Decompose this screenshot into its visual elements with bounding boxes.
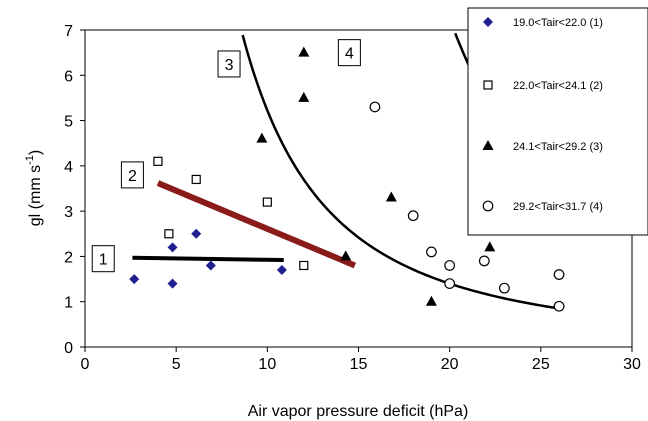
data-point-series-3: [298, 91, 310, 102]
y-tick-label: 3: [64, 204, 73, 221]
y-tick-label: 0: [64, 340, 73, 357]
data-point-series-4: [553, 300, 565, 312]
y-tick-label: 5: [64, 114, 73, 131]
x-tick-label: 0: [81, 356, 90, 373]
data-point-series-4: [553, 269, 565, 280]
data-point-series-2: [299, 260, 309, 271]
legend-entry-2: 22.0<Tair<24.1 (2): [513, 80, 603, 92]
x-tick-label: 5: [172, 356, 181, 373]
fit-curve-3: [241, 34, 560, 310]
curve-labels: 1 2 3 4: [91, 39, 361, 273]
y-tick-label: 4: [64, 159, 73, 176]
curve-label-text: 1: [99, 252, 108, 269]
fit-line-2: [156, 180, 357, 269]
fit-line-1: [132, 255, 284, 263]
data-point-series-3: [340, 250, 352, 261]
curve-label-text: 4: [345, 46, 354, 63]
legend-entry-3: 24.1<Tair<29.2 (3): [513, 141, 603, 153]
data-point-series-4: [426, 246, 437, 258]
legend-marker-3: [482, 140, 494, 150]
curve-label-text: 3: [225, 57, 234, 74]
y-axis-title-exponent: -1: [24, 155, 36, 165]
data-point-series-1: [276, 265, 287, 276]
legend: 19.0<Tair<22.0 (1) 22.0<Tair<24.1 (2) 24.1…: [467, 7, 648, 236]
data-point-series-4: [444, 278, 456, 290]
x-tick-label: 15: [350, 356, 368, 373]
legend-box: [467, 7, 648, 236]
curve-label-text: 2: [128, 168, 137, 185]
x-tick-label: 20: [441, 356, 459, 373]
data-point-series-4: [369, 101, 381, 113]
curve-label-box: [91, 245, 115, 273]
legend-entry-4: 29.2<Tair<31.7 (4): [513, 201, 603, 213]
data-point-series-3: [385, 191, 397, 202]
y-tick-label: 2: [64, 249, 73, 266]
data-point-series-4: [498, 282, 510, 294]
x-tick-label: 25: [532, 356, 550, 373]
y-tick-label: 1: [64, 295, 73, 312]
data-point-series-1: [205, 260, 216, 271]
data-point-series-2: [153, 156, 163, 166]
data-point-series-4: [407, 210, 419, 222]
data-points: [129, 46, 565, 312]
data-point-series-1: [167, 242, 178, 253]
x-axis-title: Air vapor pressure deficit (hPa): [248, 403, 469, 420]
data-point-series-3: [484, 241, 496, 252]
data-point-series-1: [167, 278, 178, 289]
x-tick-label: 10: [258, 356, 276, 373]
legend-marker-1: [483, 17, 493, 27]
data-point-series-3: [425, 295, 437, 306]
curve-label-box: [337, 39, 361, 67]
data-point-series-2: [164, 229, 174, 239]
data-point-series-2: [262, 197, 272, 207]
data-point-series-4: [478, 255, 490, 267]
y-tick-label: 7: [64, 23, 73, 40]
curve-label-box: [217, 50, 241, 78]
curve-label-box: [120, 161, 144, 189]
data-point-series-2: [191, 174, 201, 185]
data-point-series-1: [191, 228, 202, 239]
legend-entry-1: 19.0<Tair<22.0 (1): [513, 17, 603, 29]
x-tick-label: 30: [623, 356, 641, 373]
y-axis-title-close: ): [27, 150, 44, 155]
data-point-series-1: [129, 274, 140, 285]
data-point-series-3: [298, 46, 310, 57]
data-point-series-3: [256, 132, 268, 143]
legend-marker-4: [482, 200, 494, 212]
y-tick-label: 6: [64, 68, 73, 85]
axis-ticks: 0 5 10 15 20 25 30 0 1 2 3 4 5 6 7: [64, 23, 641, 373]
data-point-series-4: [444, 260, 456, 271]
y-axis-title-main: gl (mm s: [27, 165, 44, 226]
legend-marker-2: [483, 80, 493, 90]
y-axis-title: gl (mm s-1): [24, 150, 44, 226]
